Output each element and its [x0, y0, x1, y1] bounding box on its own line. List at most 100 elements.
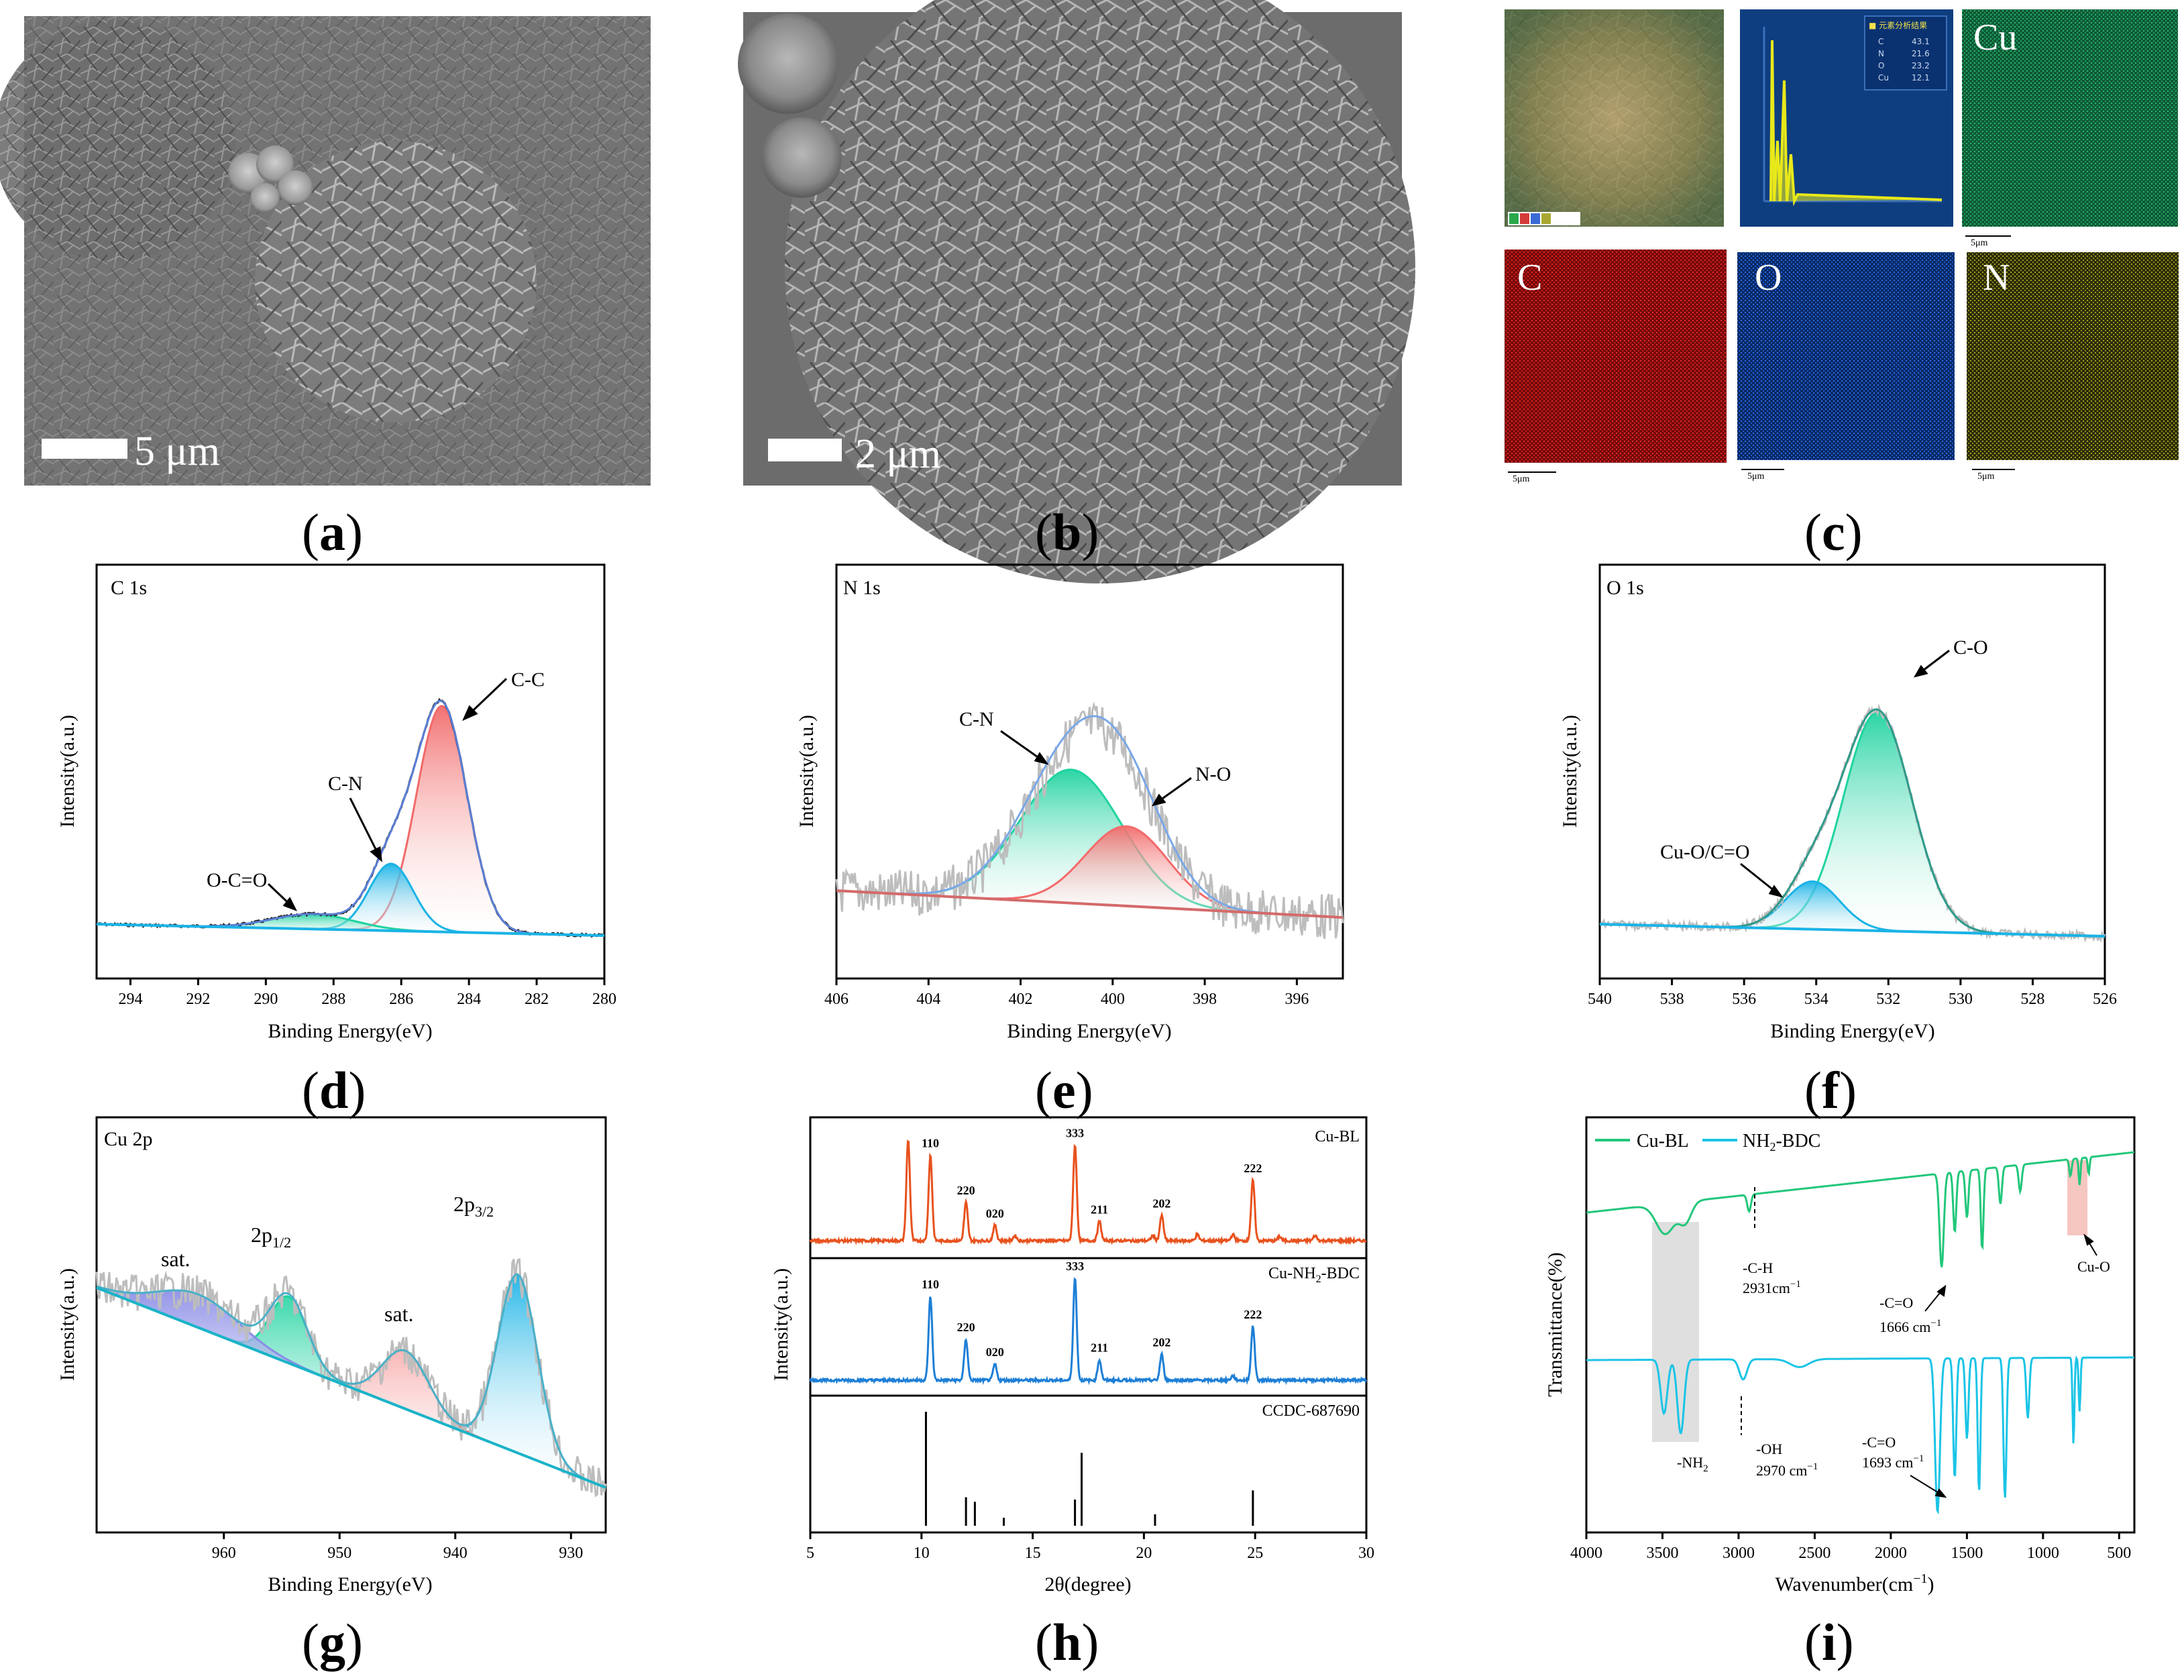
- i-tick-5: 1500: [1951, 1545, 1983, 1562]
- plot-frame-i: [1585, 1116, 2136, 1534]
- annotation-g-sat2: sat.: [384, 1302, 414, 1326]
- chart-title-f: O 1s: [1606, 577, 1644, 599]
- hkl-1-1: 220: [957, 1321, 975, 1334]
- raw-spectrum-plot-g: [95, 1258, 607, 1498]
- eds-table: [1864, 15, 1947, 91]
- annotation-g-2p32: 2p3/2: [453, 1192, 494, 1220]
- f-tick-3: 534: [1804, 991, 1828, 1008]
- x-axis-label-d: Binding Energy(eV): [268, 1020, 432, 1042]
- g-tick-0: 960: [212, 1545, 236, 1562]
- svg-text:Cu-BL: Cu-BL: [1637, 1131, 1689, 1152]
- annotation-c-c: C-C: [511, 669, 545, 691]
- hkl-1-6: 222: [1244, 1308, 1262, 1321]
- annotation-o-c-o: O-C=O: [207, 869, 267, 891]
- svg-text:2970 cm−1: 2970 cm−1: [1756, 1461, 1818, 1479]
- chart-ftir: Wavenumber(cm−1) Transmittance(%) 4000 35…: [1544, 1116, 2136, 1595]
- f-tick-1: 538: [1660, 991, 1684, 1008]
- annotation-g-sat1: sat.: [161, 1247, 190, 1271]
- svg-text:Cu: Cu: [1973, 17, 2017, 58]
- annotation-f-c-o: C-O: [1953, 636, 1988, 659]
- baseline-plot-g: [96, 1286, 606, 1489]
- svg-text:-C=O: -C=O: [1879, 1294, 1913, 1311]
- y-axis-label-f: Intensity(a.u.): [1559, 715, 1581, 828]
- i-tick-1: 3500: [1646, 1545, 1678, 1562]
- panel-a: 5 μm: [0, 16, 651, 486]
- i-tick-2: 3000: [1723, 1545, 1755, 1562]
- y-axis-label-h: Intensity(a.u.): [770, 1268, 792, 1381]
- e-tick-3: 400: [1101, 991, 1125, 1008]
- svg-text:1666 cm−1: 1666 cm−1: [1879, 1318, 1941, 1335]
- eds-map-o: [1737, 252, 1955, 460]
- eds-map-cu: [1962, 9, 2178, 227]
- hkl-0-0: 110: [922, 1137, 939, 1150]
- chart-n1s: N 1s Binding Energy(eV) Intensity(a.u.) …: [796, 563, 1344, 1042]
- envelope-plot-g: [96, 1273, 606, 1489]
- panel-label-f: (f): [1804, 1061, 1857, 1119]
- d-tick-0: 294: [118, 991, 142, 1008]
- peak-fill-plot-g-0: [97, 1274, 606, 1488]
- hkl-1-3: 333: [1066, 1259, 1084, 1273]
- panel-label-a: (a): [302, 503, 363, 561]
- peak-fill-plot-f-0: [1600, 712, 2105, 936]
- svg-text:-NH2: -NH2: [1677, 1454, 1708, 1474]
- peak-fill-plot-f-1: [1600, 881, 2105, 936]
- plot-frame-h: [809, 1116, 1368, 1534]
- hkl-1-0: 110: [922, 1278, 939, 1291]
- annotation-e-n-o: N-O: [1195, 763, 1231, 785]
- panel-label-g: (g): [302, 1613, 363, 1671]
- svg-text:-C=O: -C=O: [1862, 1434, 1896, 1451]
- ftir-cu-bl: [1586, 1151, 2135, 1268]
- chart-title-d: C 1s: [111, 577, 147, 599]
- plot-frame-e: [835, 563, 1344, 980]
- g-tick-1: 950: [327, 1545, 351, 1562]
- g-tick-3: 930: [559, 1545, 583, 1562]
- panel-b: 2 μm: [738, 0, 1415, 583]
- scale-bar-a: [42, 439, 127, 459]
- d-tick-3: 288: [321, 991, 345, 1008]
- peak-fill-plot-e-1: [836, 826, 1343, 917]
- d-tick-7: 280: [592, 991, 616, 1008]
- chart-title-g: Cu 2p: [104, 1128, 153, 1150]
- f-tick-5: 530: [1949, 991, 1973, 1008]
- d-tick-5: 284: [457, 991, 481, 1008]
- e-tick-5: 396: [1285, 991, 1309, 1008]
- panel-label-b: (b): [1035, 503, 1099, 561]
- svg-text:Cu-O: Cu-O: [2077, 1258, 2110, 1275]
- f-tick-6: 528: [2020, 991, 2044, 1008]
- e-tick-4: 398: [1193, 991, 1217, 1008]
- scale-label-a: 5 μm: [134, 429, 220, 474]
- chart-cu2p: Cu 2p Binding Energy(eV) Intensity(a.u.)…: [56, 1116, 607, 1595]
- d-tick-1: 292: [186, 991, 210, 1008]
- annotation-g-2p12: 2p1/2: [251, 1223, 291, 1251]
- hkl-1-4: 211: [1091, 1341, 1108, 1355]
- chart-xrd: 2θ(degree) Intensity(a.u.) 110 220 020 333 2…: [770, 1116, 1374, 1595]
- raw-spectrum-plot-e: [835, 702, 1344, 940]
- baseline-plot-f: [1599, 923, 2106, 938]
- eds-map-c: [1505, 249, 1727, 463]
- svg-text:N: N: [1878, 49, 1884, 58]
- svg-text:43.1: 43.1: [1912, 37, 1930, 46]
- plot-frame-f: [1598, 563, 2106, 980]
- i-tick-7: 500: [2107, 1545, 2131, 1562]
- f-tick-0: 540: [1588, 991, 1612, 1008]
- svg-text:Cu: Cu: [1878, 73, 1889, 82]
- ftir-nh2-bdc: [1586, 1355, 2134, 1515]
- peak-fill-plot-d-0: [97, 706, 604, 936]
- svg-text:12.1: 12.1: [1912, 73, 1930, 82]
- peak-fill-plot-e-0: [836, 769, 1343, 917]
- peak-line-plot-d-0: [97, 705, 604, 937]
- panel-label-e: (e): [1035, 1061, 1093, 1119]
- svg-text:NH2-BDC: NH2-BDC: [1743, 1131, 1820, 1154]
- e-tick-2: 402: [1009, 991, 1033, 1008]
- hkl-0-5: 202: [1152, 1197, 1170, 1211]
- annotation-e-c-n: C-N: [959, 708, 994, 730]
- svg-text:■ 元素分析结果: ■ 元素分析结果: [1869, 21, 1927, 30]
- x-axis-label-i: Wavenumber(cm−1): [1775, 1571, 1934, 1595]
- d-tick-6: 282: [525, 991, 549, 1008]
- series-label-cu-nh2-bdc: Cu-NH2-BDC: [1268, 1265, 1360, 1285]
- hkl-1-5: 202: [1152, 1336, 1170, 1349]
- i-tick-0: 4000: [1570, 1545, 1602, 1562]
- xrd-series-0: [809, 1139, 1367, 1245]
- annotation-f-cu-o: Cu-O/C=O: [1660, 841, 1750, 863]
- h-tick-2: 15: [1025, 1545, 1041, 1562]
